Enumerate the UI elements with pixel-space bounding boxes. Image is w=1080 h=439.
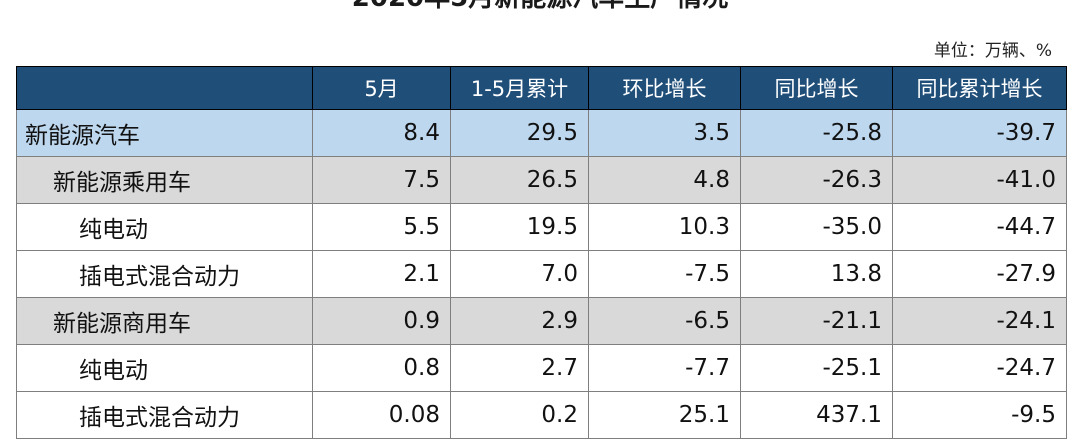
table-row: 新能源乘用车 7.5 26.5 4.8 -26.3 -41.0 — [16, 156, 1067, 204]
table-cell: 25.1 — [588, 391, 741, 439]
header-cell: 1-5月累计 — [450, 66, 589, 110]
table-cell: 2.1 — [312, 250, 451, 298]
header-cell: 同比累计增长 — [892, 66, 1067, 110]
table-cell: 0.2 — [450, 391, 589, 439]
table-cell: -7.7 — [588, 344, 741, 392]
table-cell: -25.8 — [740, 109, 893, 157]
header-cell — [16, 66, 313, 110]
table-cell: 2.7 — [450, 344, 589, 392]
table-cell: 437.1 — [740, 391, 893, 439]
page-title: 2020年5月新能源汽车生产情况 — [0, 0, 1080, 18]
table-cell: 4.8 — [588, 156, 741, 204]
table-row: 新能源汽车 8.4 29.5 3.5 -25.8 -39.7 — [16, 109, 1067, 157]
table-cell: 0.9 — [312, 297, 451, 345]
row-label: 新能源乘用车 — [16, 156, 313, 204]
table-cell: -26.3 — [740, 156, 893, 204]
table-row: 纯电动 0.8 2.7 -7.7 -25.1 -24.7 — [16, 344, 1067, 392]
table-cell: -25.1 — [740, 344, 893, 392]
header-cell: 5月 — [312, 66, 451, 110]
table-cell: 2.9 — [450, 297, 589, 345]
table-cell: -39.7 — [892, 109, 1067, 157]
table-cell: 7.0 — [450, 250, 589, 298]
table-cell: 29.5 — [450, 109, 589, 157]
table-cell: 0.08 — [312, 391, 451, 439]
table-cell: 13.8 — [740, 250, 893, 298]
table-cell: -35.0 — [740, 203, 893, 251]
unit-label: 单位：万辆、% — [933, 41, 1052, 61]
header-cell: 同比增长 — [740, 66, 893, 110]
table-cell: 10.3 — [588, 203, 741, 251]
table-cell: 19.5 — [450, 203, 589, 251]
production-table: 5月 1-5月累计 环比增长 同比增长 同比累计增长 新能源汽车 8.4 29.5 3… — [16, 66, 1067, 439]
table-cell: -9.5 — [892, 391, 1067, 439]
table-cell: -24.7 — [892, 344, 1067, 392]
table-cell: 3.5 — [588, 109, 741, 157]
table-header-row: 5月 1-5月累计 环比增长 同比增长 同比累计增长 — [16, 66, 1067, 110]
table-cell: 26.5 — [450, 156, 589, 204]
table-cell: -27.9 — [892, 250, 1067, 298]
table-row: 新能源商用车 0.9 2.9 -6.5 -21.1 -24.1 — [16, 297, 1067, 345]
row-label: 插电式混合动力 — [16, 250, 313, 298]
table-cell: 8.4 — [312, 109, 451, 157]
table-cell: -44.7 — [892, 203, 1067, 251]
table-row: 插电式混合动力 2.1 7.0 -7.5 13.8 -27.9 — [16, 250, 1067, 298]
table-cell: -21.1 — [740, 297, 893, 345]
table-row: 插电式混合动力 0.08 0.2 25.1 437.1 -9.5 — [16, 391, 1067, 439]
table-cell: -24.1 — [892, 297, 1067, 345]
table-cell: -6.5 — [588, 297, 741, 345]
header-cell: 环比增长 — [588, 66, 741, 110]
row-label: 新能源汽车 — [16, 109, 313, 157]
row-label: 插电式混合动力 — [16, 391, 313, 439]
row-label: 纯电动 — [16, 203, 313, 251]
row-label: 纯电动 — [16, 344, 313, 392]
row-label: 新能源商用车 — [16, 297, 313, 345]
table-cell: 7.5 — [312, 156, 451, 204]
table-row: 纯电动 5.5 19.5 10.3 -35.0 -44.7 — [16, 203, 1067, 251]
table-cell: -41.0 — [892, 156, 1067, 204]
table-cell: -7.5 — [588, 250, 741, 298]
table-cell: 0.8 — [312, 344, 451, 392]
table-cell: 5.5 — [312, 203, 451, 251]
